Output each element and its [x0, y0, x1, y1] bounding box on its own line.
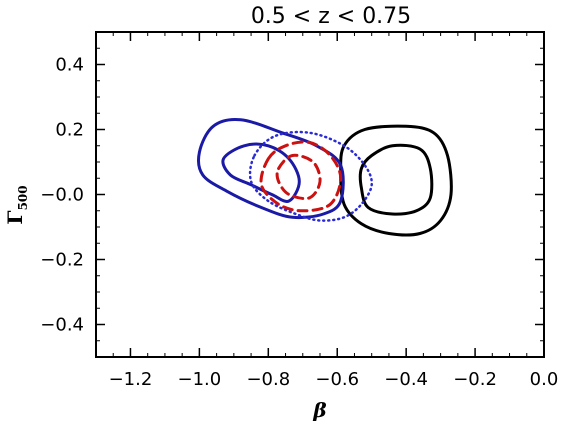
y-axis-title-sub: 500	[16, 185, 30, 210]
x-tick-label: −0.2	[453, 369, 497, 390]
x-axis-title: β	[312, 398, 326, 422]
y-tick-label: −0.0	[40, 185, 84, 206]
contour-solid-outer	[339, 124, 453, 237]
svg-text:Γ500: Γ500	[3, 185, 30, 224]
x-tick-label: −0.4	[384, 369, 428, 390]
x-tick-label: −1.2	[109, 369, 153, 390]
y-tick-label: 0.4	[55, 55, 84, 76]
y-tick-label: 0.2	[55, 120, 84, 141]
x-tick-label: 0.0	[530, 369, 559, 390]
contour-dotted-outer	[248, 130, 374, 222]
chart-title: 0.5 < z < 0.75	[251, 4, 411, 29]
contour-solid-inner	[221, 142, 301, 203]
x-axis: −1.2 −1.0 −0.8 −0.6 −0.4 −0.2 0.0	[95, 32, 559, 390]
contour-solid-outer	[197, 118, 345, 220]
x-tick-label: −1.0	[178, 369, 222, 390]
contour-dashed-outer	[259, 140, 343, 213]
contour-solid-inner	[358, 143, 434, 216]
x-tick-label: −0.8	[246, 369, 290, 390]
series-solid	[339, 124, 453, 237]
y-axis: −0.4 −0.2 −0.0 0.2 0.4	[40, 31, 544, 358]
contour-dashed-inner	[275, 153, 322, 201]
x-tick-label: −0.6	[315, 369, 359, 390]
series-layer	[197, 118, 453, 237]
y-axis-title-main: Γ	[3, 210, 27, 224]
series-dashed	[259, 140, 343, 213]
series-dotted	[248, 130, 374, 222]
y-axis-title: Γ500	[3, 185, 30, 224]
series-solid	[197, 118, 345, 220]
y-tick-label: −0.2	[40, 250, 84, 271]
plot-frame	[95, 31, 545, 358]
y-tick-label: −0.4	[40, 315, 84, 336]
